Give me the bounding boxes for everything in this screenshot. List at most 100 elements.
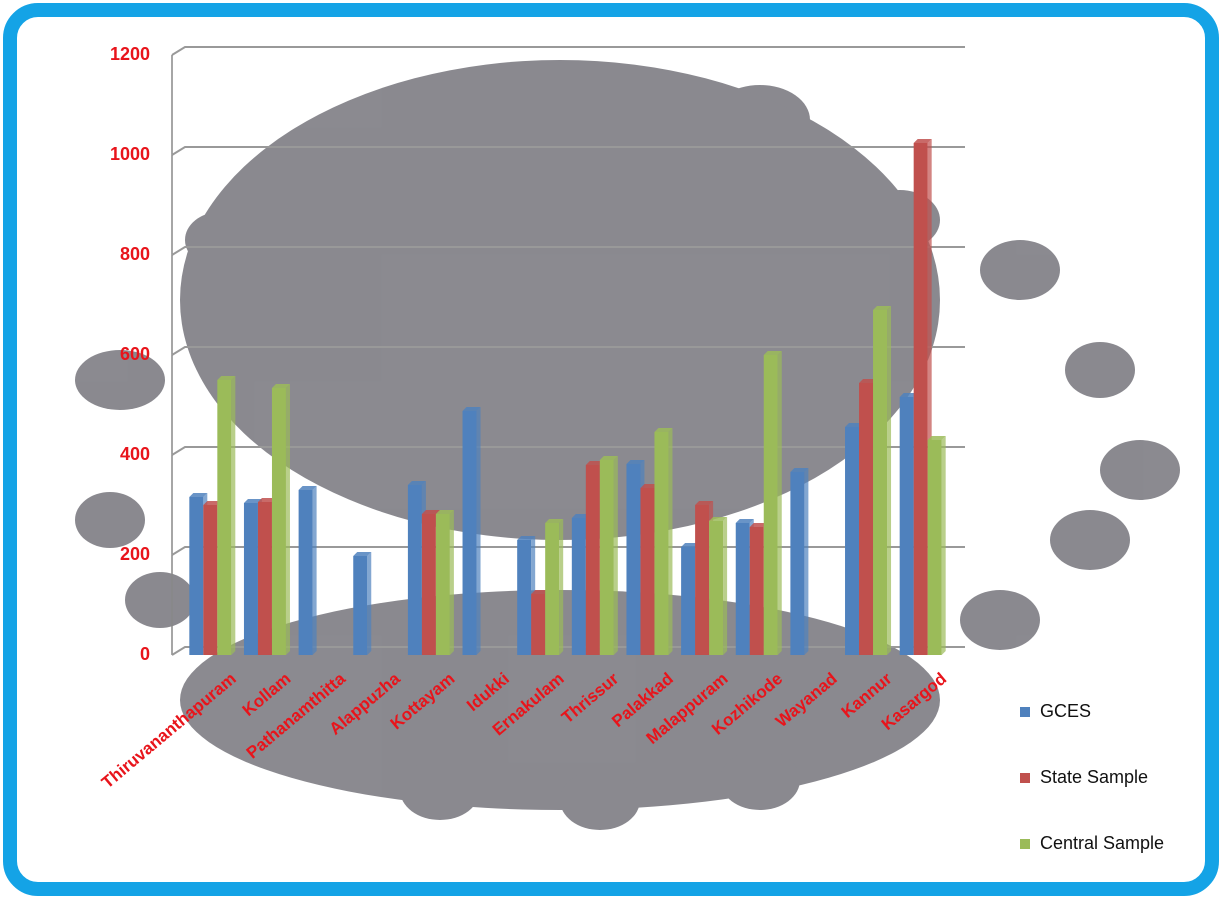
- bar-top: [709, 517, 728, 521]
- bar-front: [257, 502, 272, 655]
- legend: GCES State Sample Central Sample: [1020, 701, 1164, 853]
- legend-label: Central Sample: [1040, 833, 1164, 853]
- bar-top: [203, 501, 222, 505]
- bar-front: [749, 527, 764, 655]
- legend-swatch: [1020, 707, 1030, 717]
- bar-top: [298, 486, 317, 490]
- bar-front: [763, 355, 778, 655]
- bar-side: [668, 428, 673, 655]
- bar-front: [545, 523, 560, 655]
- bar-front: [217, 380, 232, 655]
- bar-top: [271, 384, 290, 388]
- bar: [545, 519, 564, 655]
- bar-top: [913, 139, 932, 143]
- bar: [298, 486, 317, 655]
- bar: [462, 407, 481, 655]
- legend-label: GCES: [1040, 701, 1091, 721]
- bar-front: [435, 514, 450, 655]
- bar-front: [640, 488, 655, 655]
- bar-front: [681, 547, 696, 655]
- y-tick-label: 600: [120, 344, 150, 364]
- bar-front: [353, 556, 368, 655]
- bar-top: [435, 510, 454, 514]
- bar-top: [407, 481, 426, 485]
- y-tick-label: 0: [140, 644, 150, 664]
- grid-line: [171, 446, 965, 456]
- legend-swatch: [1020, 773, 1030, 783]
- bar-top: [571, 514, 590, 518]
- bar-front: [585, 465, 600, 655]
- bar-top: [517, 536, 536, 540]
- bar-front: [654, 432, 669, 655]
- bar-top: [531, 590, 550, 594]
- bar-front: [899, 397, 914, 655]
- bar-front: [271, 388, 286, 655]
- bar-front: [790, 472, 805, 655]
- bar-top: [927, 436, 946, 440]
- bar-front: [571, 518, 586, 655]
- legend-label: State Sample: [1040, 767, 1148, 787]
- grid-line: [171, 46, 965, 56]
- grid-line: [171, 346, 965, 356]
- bar-front: [599, 460, 614, 655]
- bar-front: [927, 440, 942, 655]
- bar-top: [545, 519, 564, 523]
- bar-side: [367, 552, 372, 655]
- bar: [271, 384, 290, 655]
- bar-top: [257, 498, 276, 502]
- bar-side: [285, 384, 290, 655]
- bar: [217, 376, 236, 655]
- y-tick-label: 400: [120, 444, 150, 464]
- bar-top: [626, 460, 645, 464]
- bar-top: [421, 510, 440, 514]
- bar-front: [421, 514, 436, 655]
- bar: [927, 436, 946, 655]
- bar-top: [859, 379, 878, 383]
- bar: [709, 517, 728, 655]
- bar: [435, 510, 454, 655]
- bar-front: [873, 310, 888, 655]
- bar-front: [709, 521, 724, 655]
- bar-front: [462, 411, 477, 655]
- bar-front: [859, 383, 874, 655]
- bar-front: [407, 485, 422, 655]
- bar-top: [873, 306, 892, 310]
- bar-top: [640, 484, 659, 488]
- bar-side: [613, 456, 618, 655]
- bar-side: [312, 486, 317, 655]
- bar-top: [217, 376, 236, 380]
- legend-swatch: [1020, 839, 1030, 849]
- bar: [654, 428, 673, 655]
- bar-top: [353, 552, 372, 556]
- bar-top: [763, 351, 782, 355]
- bar-top: [749, 523, 768, 527]
- bar: [353, 552, 372, 655]
- bar-front: [298, 490, 313, 655]
- bar-side: [723, 517, 728, 655]
- y-tick-label: 200: [120, 544, 150, 564]
- bar-side: [231, 376, 236, 655]
- bar-front: [845, 427, 860, 655]
- y-tick-label: 1000: [110, 144, 150, 164]
- bar-side: [559, 519, 564, 655]
- bar-side: [777, 351, 782, 655]
- bar: [790, 468, 809, 655]
- bar: [599, 456, 618, 655]
- bar-front: [189, 497, 204, 655]
- y-tick-label: 1200: [110, 44, 150, 64]
- bar-front: [243, 503, 258, 655]
- bar-side: [804, 468, 809, 655]
- bar-top: [899, 393, 918, 397]
- bar-front: [913, 143, 928, 655]
- grid-line: [171, 246, 965, 256]
- grid-line: [171, 146, 965, 156]
- bar-top: [654, 428, 673, 432]
- bar-side: [476, 407, 481, 655]
- bar-top: [681, 543, 700, 547]
- bar: [763, 351, 782, 655]
- bar-front: [517, 540, 532, 655]
- bar-side: [941, 436, 946, 655]
- bar-side: [449, 510, 454, 655]
- bar-top: [845, 423, 864, 427]
